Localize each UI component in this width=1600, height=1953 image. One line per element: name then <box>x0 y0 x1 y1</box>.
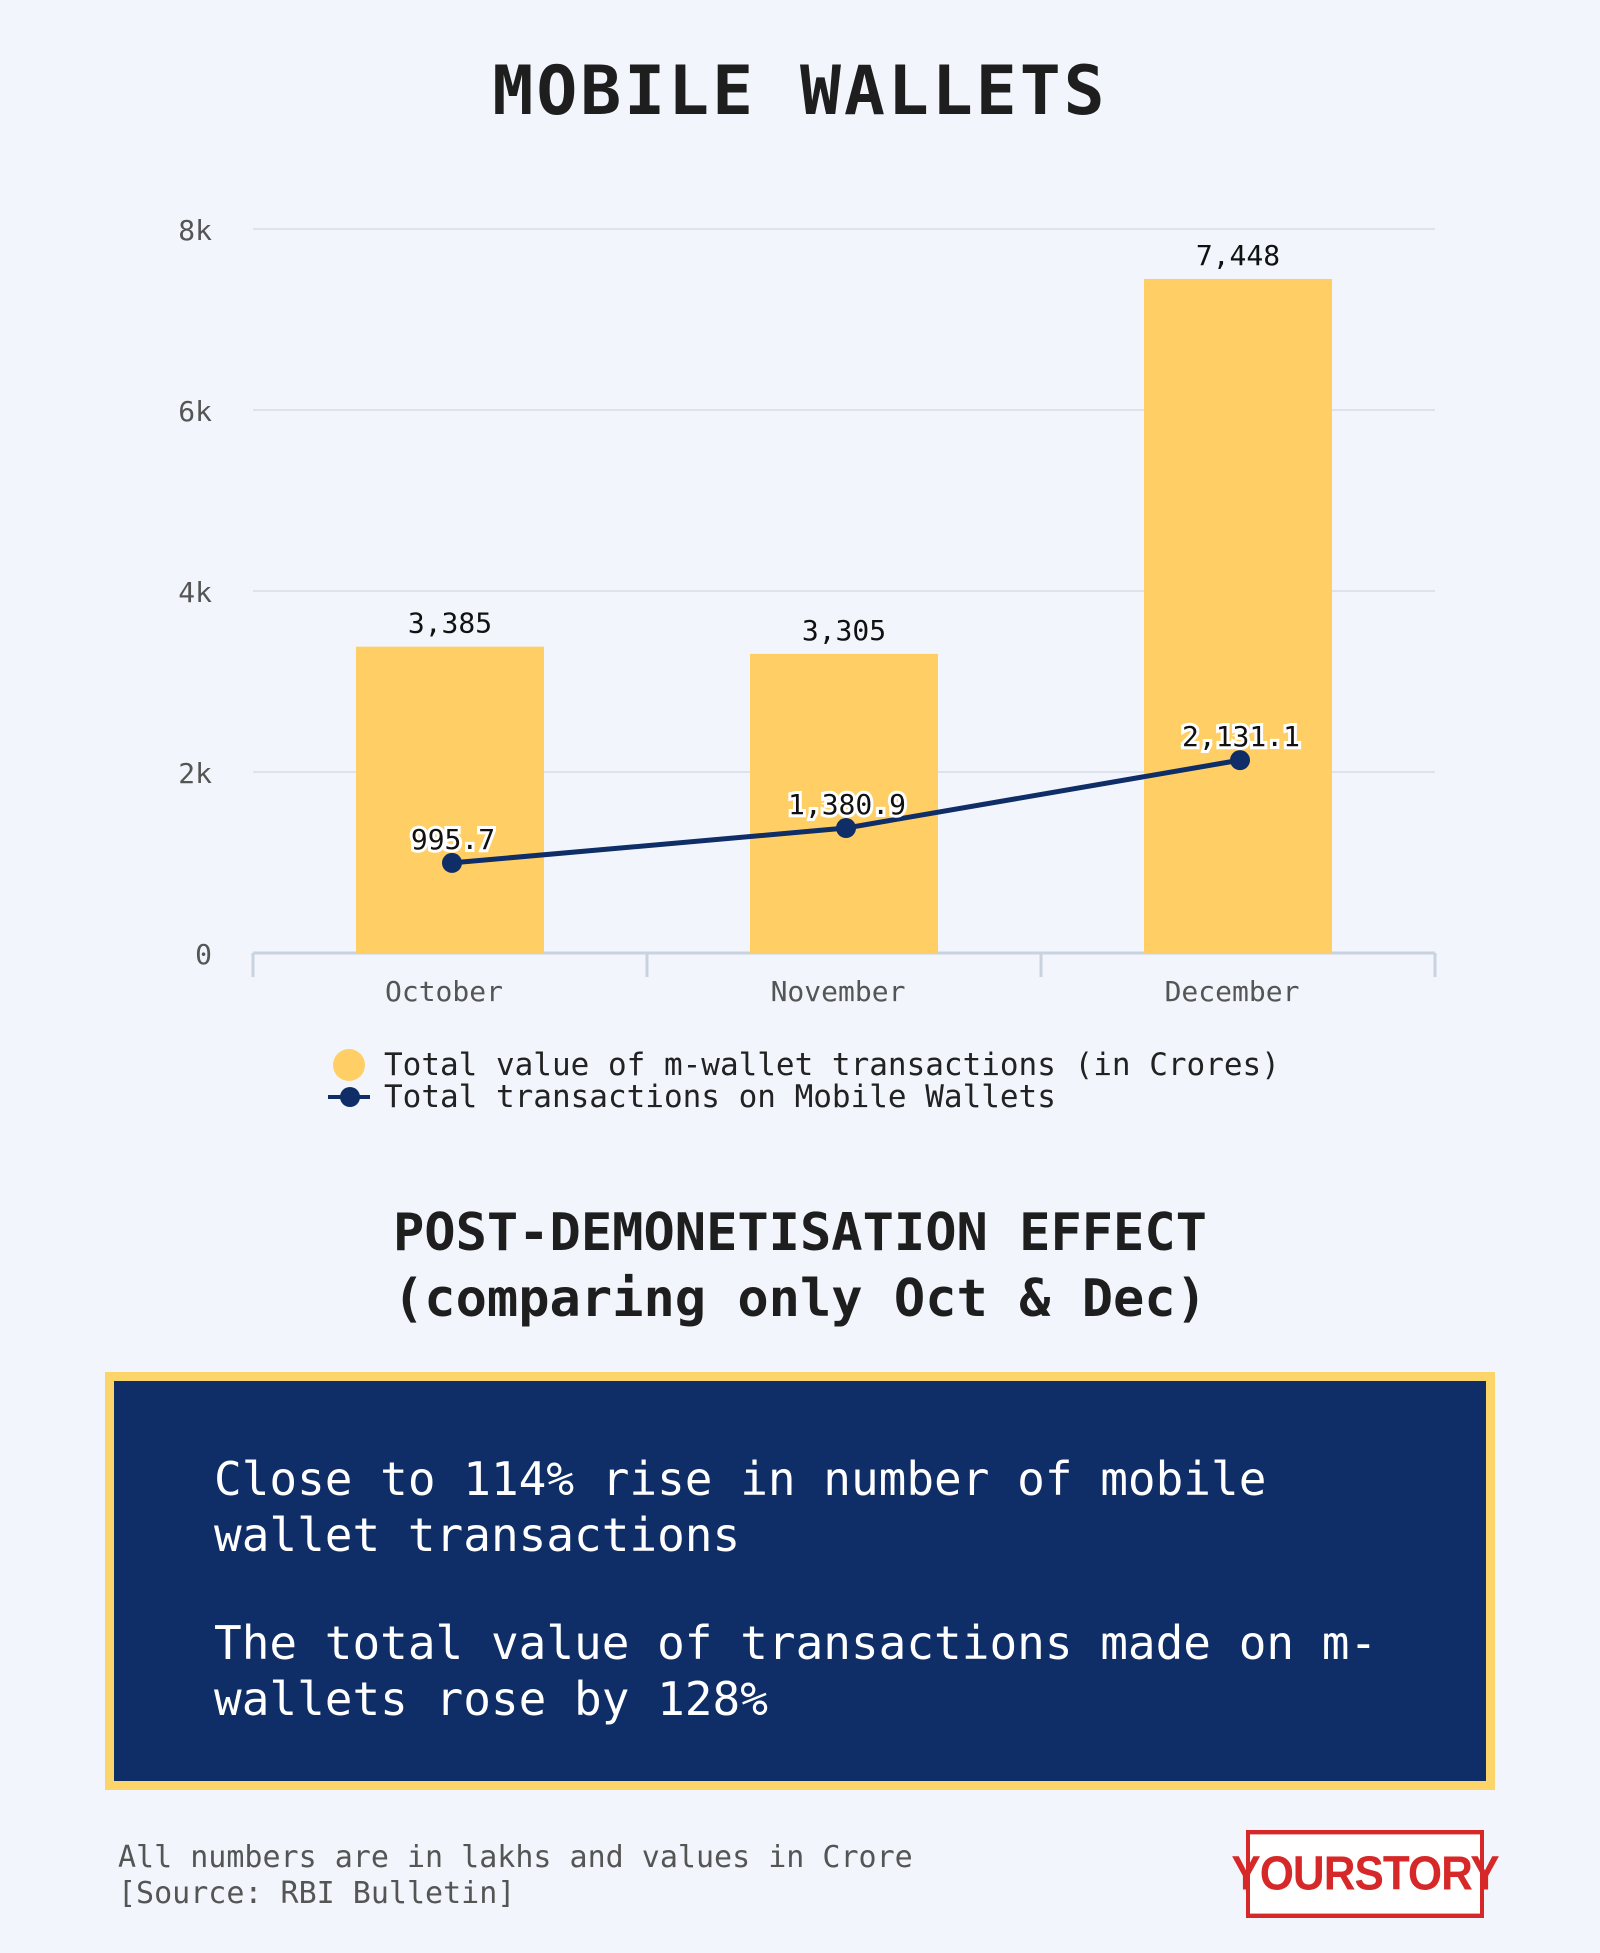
line-point <box>442 852 462 873</box>
brand-logo[interactable]: YOURSTORY <box>1231 1830 1500 1918</box>
legend-item-bar[interactable]: Total value of m-wallet transactions (in… <box>332 1049 1280 1081</box>
y-tick-label: 2k <box>178 757 212 790</box>
chart-area: 0 2k 4k 6k 8k October November December 3,385 3,3… <box>178 214 1437 1008</box>
y-tick-label: 4k <box>178 576 212 609</box>
line-data-label: 995.7 <box>411 823 495 856</box>
legend-swatch-line <box>328 1081 370 1113</box>
y-tick-label: 0 <box>195 938 212 971</box>
footnote: All numbers are in lakhs and values in C… <box>118 1840 913 1912</box>
section-heading-line2: (comparing only Oct & Dec) <box>393 1269 1207 1329</box>
legend-item-line[interactable]: Total transactions on Mobile Wallets <box>328 1079 1280 1115</box>
bar <box>1144 278 1332 953</box>
bar-data-label: 3,305 <box>802 614 886 647</box>
y-tick-label: 6k <box>178 395 212 428</box>
y-tick-label: 8k <box>178 214 212 247</box>
info-point-value: The total value of transactions made on … <box>214 1616 1378 1726</box>
x-tick-label: October <box>385 975 503 1008</box>
info-point-transactions: Close to 114% rise in number of mobile w… <box>214 1452 1267 1562</box>
x-tick-label: December <box>1165 975 1300 1008</box>
section-heading-line1: POST-DEMONETISATION EFFECT <box>393 1203 1207 1263</box>
legend-swatch-bar <box>332 1049 366 1081</box>
legend-label-line: Total transactions on Mobile Wallets <box>384 1079 1056 1115</box>
legend-label-bar: Total value of m-wallet transactions (in… <box>384 1047 1280 1083</box>
bar <box>750 653 938 953</box>
chart-title: MOBILE WALLETS <box>492 52 1108 131</box>
footnote-source: [Source: RBI Bulletin] <box>118 1876 516 1911</box>
bar-data-label: 3,385 <box>408 607 492 640</box>
line-data-label: 1,380.9 <box>788 788 906 821</box>
section-heading: POST-DEMONETISATION EFFECT (comparing on… <box>0 1200 1600 1332</box>
bar-data-label: 7,448 <box>1196 239 1280 272</box>
x-tick-label: November <box>771 975 906 1008</box>
info-box: Close to 114% rise in number of mobile w… <box>105 1372 1495 1790</box>
line-data-label: 2,131.1 <box>1182 720 1300 753</box>
bar <box>356 646 544 953</box>
line-point <box>836 818 856 839</box>
line-point <box>1230 750 1250 771</box>
legend: Total value of m-wallet transactions (in… <box>328 1049 1280 1115</box>
footnote-units: All numbers are in lakhs and values in C… <box>118 1840 913 1875</box>
